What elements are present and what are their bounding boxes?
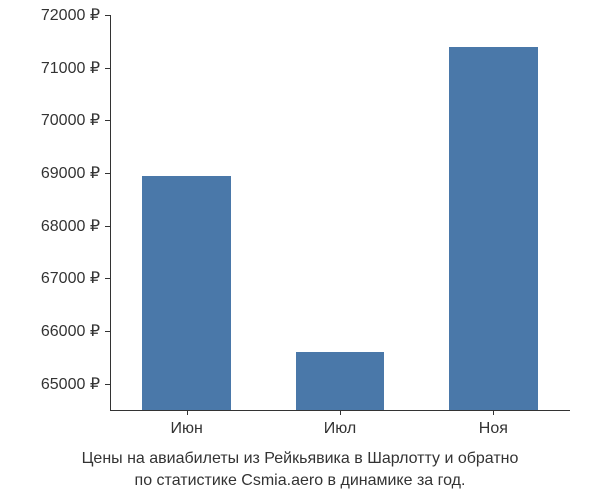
x-tick-label: Июл	[324, 420, 356, 438]
price-chart: 65000 ₽ 66000 ₽ 67000 ₽ 68000 ₽ 69000 ₽ 70000…	[0, 0, 600, 500]
y-axis-line	[110, 15, 111, 410]
y-tick-label: 66000 ₽	[41, 321, 100, 341]
x-tick-label: Июн	[170, 420, 202, 438]
y-tick-mark	[105, 120, 110, 121]
y-tick-mark	[105, 384, 110, 385]
bar	[142, 176, 231, 410]
y-tick-mark	[105, 278, 110, 279]
y-tick-label: 72000 ₽	[41, 5, 100, 25]
y-tick-label: 68000 ₽	[41, 216, 100, 236]
x-tick-mark	[187, 410, 188, 415]
y-tick-label: 69000 ₽	[41, 163, 100, 183]
y-tick-mark	[105, 68, 110, 69]
bar	[449, 47, 538, 410]
bar	[296, 352, 385, 410]
y-tick-label: 71000 ₽	[41, 58, 100, 78]
y-tick-mark	[105, 331, 110, 332]
y-tick-mark	[105, 226, 110, 227]
chart-caption: Цены на авиабилеты из Рейкьявика в Шарло…	[0, 448, 600, 491]
y-tick-label: 65000 ₽	[41, 374, 100, 394]
y-tick-label: 70000 ₽	[41, 110, 100, 130]
caption-line2: по статистике Csmia.aero в динамике за г…	[135, 472, 466, 489]
caption-line1: Цены на авиабилеты из Рейкьявика в Шарло…	[82, 450, 519, 467]
x-tick-label: Ноя	[479, 420, 508, 438]
y-tick-label: 67000 ₽	[41, 268, 100, 288]
x-tick-mark	[493, 410, 494, 415]
y-tick-mark	[105, 173, 110, 174]
x-tick-mark	[340, 410, 341, 415]
y-tick-mark	[105, 15, 110, 16]
